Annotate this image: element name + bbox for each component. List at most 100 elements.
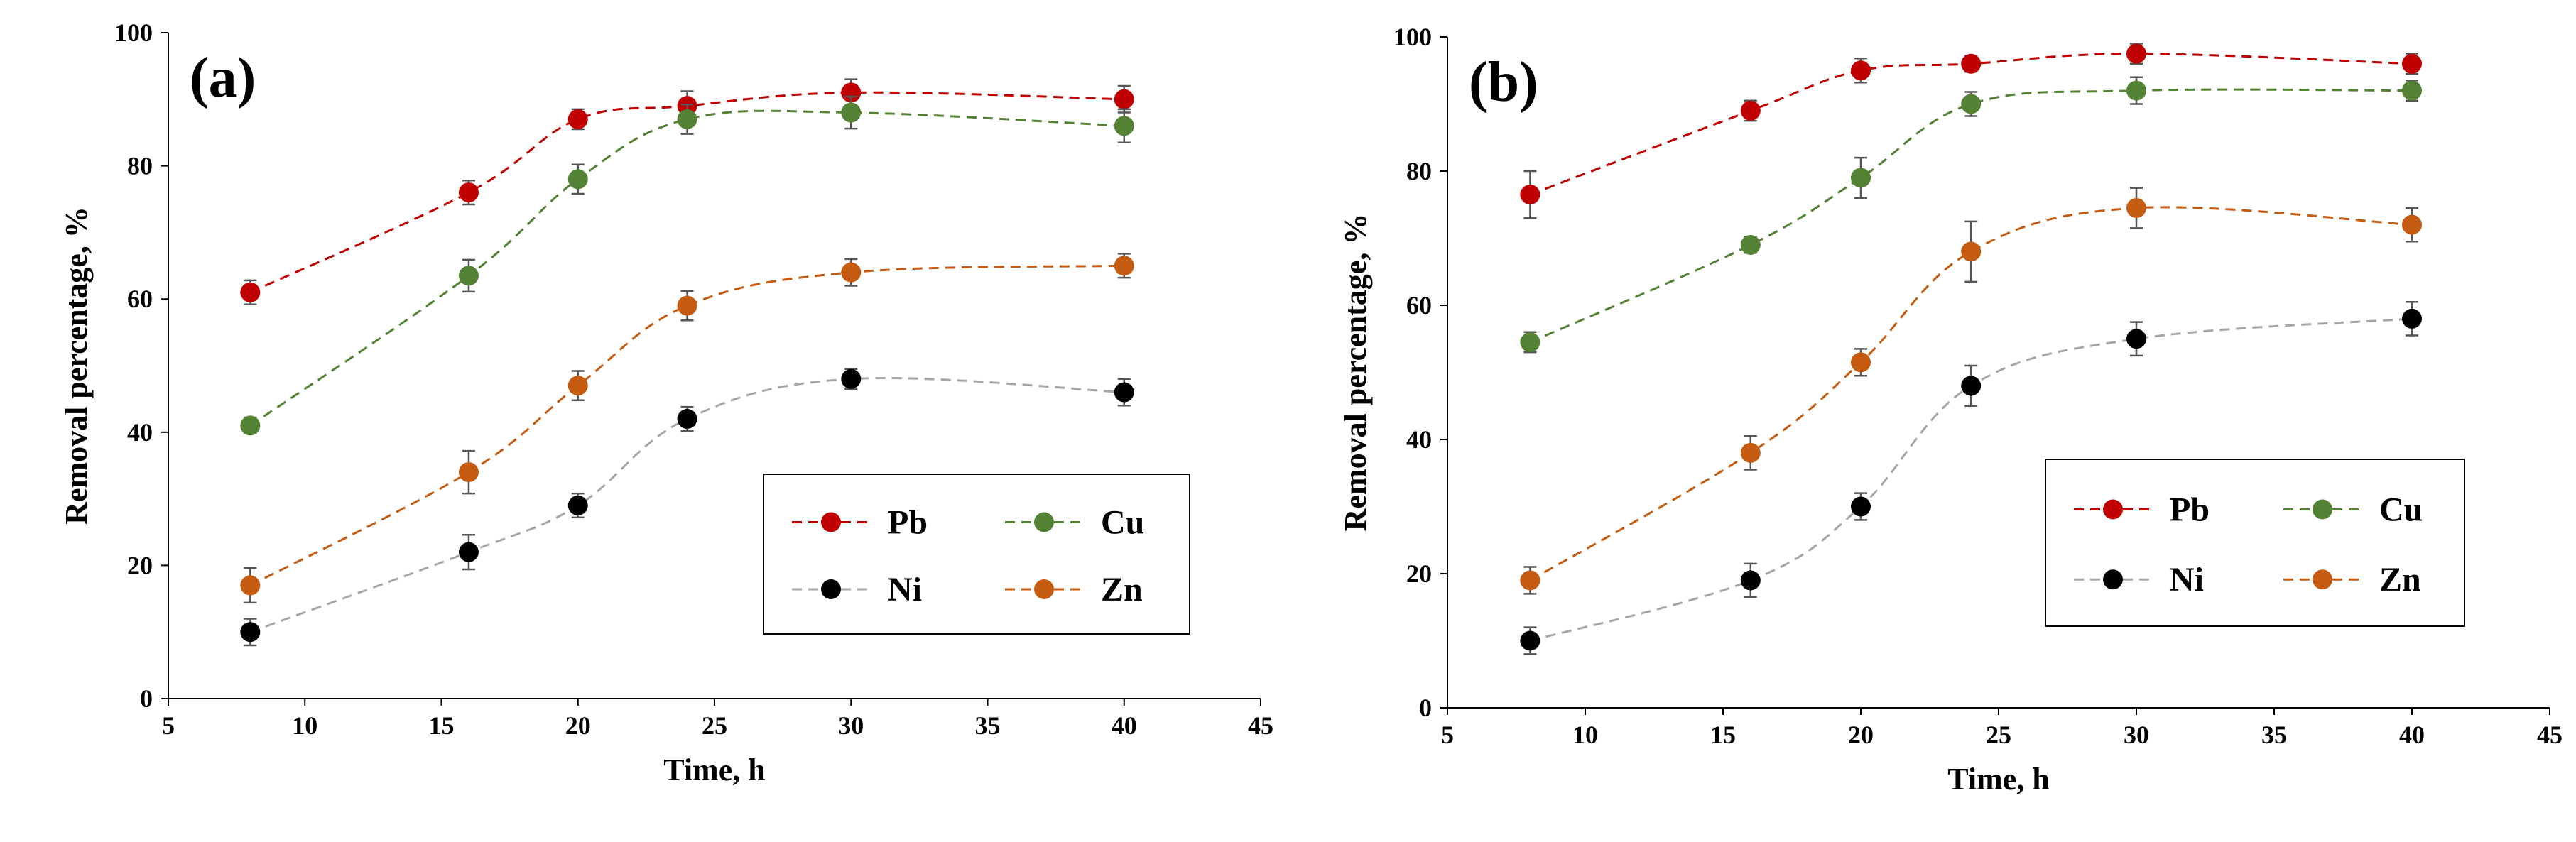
legend-marker-cu <box>1034 512 1054 532</box>
data-point-pb <box>2126 43 2146 64</box>
x-tick-label: 20 <box>1848 721 1874 749</box>
x-tick-label: 45 <box>2537 721 2563 749</box>
x-axis-label: Time, h <box>1947 762 2049 797</box>
x-tick-label: 15 <box>429 711 455 740</box>
data-point-zn <box>240 575 261 596</box>
y-tick-label: 40 <box>127 418 153 447</box>
x-tick-label: 35 <box>2261 721 2287 749</box>
y-tick-label: 100 <box>114 18 153 47</box>
data-point-pb <box>2402 53 2422 74</box>
y-tick-label: 0 <box>140 684 153 713</box>
legend-label-ni: Ni <box>2170 561 2204 598</box>
x-tick-label: 10 <box>1572 721 1598 749</box>
data-point-zn <box>458 462 479 483</box>
data-point-pb <box>841 82 862 103</box>
data-point-cu <box>1961 94 1982 114</box>
data-point-cu <box>240 415 261 436</box>
data-point-cu <box>567 169 588 190</box>
x-tick-label: 20 <box>565 711 591 740</box>
legend-marker-pb <box>2103 499 2123 520</box>
y-tick-label: 80 <box>1406 157 1432 185</box>
x-axis-label: Time, h <box>663 753 765 787</box>
y-tick-label: 100 <box>1393 23 1432 51</box>
series-line-ni <box>1530 317 2413 642</box>
y-tick-label: 60 <box>127 285 153 313</box>
series-line-cu <box>1529 88 2413 344</box>
series-line-cu <box>249 109 1124 427</box>
data-point-cu <box>458 266 479 286</box>
x-tick-label: 10 <box>292 711 317 740</box>
data-point-pb <box>1114 89 1134 109</box>
chart-panel-b: 0 20 40 60 80 100 5 10 15 20 25 30 35 40 45 Time, h Remo… <box>1338 23 2563 797</box>
legend-label-pb: Pb <box>2170 491 2210 529</box>
x-tick-label: 35 <box>975 711 1001 740</box>
x-tick-label: 45 <box>1248 711 1273 740</box>
x-tick-label: 40 <box>2399 721 2425 749</box>
y-tick-label: 80 <box>127 152 153 180</box>
data-point-ni <box>1114 382 1134 403</box>
x-tick-label: 5 <box>162 711 175 740</box>
data-point-ni <box>1520 630 1540 651</box>
data-point-zn <box>567 376 588 396</box>
data-point-pb <box>1851 60 1871 81</box>
data-point-ni <box>458 542 479 562</box>
panel-label: (b) <box>1469 51 1538 114</box>
data-point-zn <box>2126 197 2146 218</box>
legend-marker-cu <box>2313 499 2332 520</box>
data-point-cu <box>841 102 862 123</box>
data-point-ni <box>1740 570 1761 591</box>
legend-label-zn: Zn <box>2379 561 2421 598</box>
legend-marker-ni <box>2103 569 2123 590</box>
data-point-cu <box>1520 332 1540 352</box>
y-tick-label: 40 <box>1406 425 1432 454</box>
data-point-pb <box>458 182 479 203</box>
series-line-zn <box>249 264 1124 586</box>
data-point-cu <box>677 109 697 129</box>
data-point-ni <box>567 495 588 515</box>
legend-label-pb: Pb <box>888 504 928 542</box>
series-line-pb <box>1529 53 2413 196</box>
data-point-zn <box>1740 442 1761 463</box>
y-axis-label: Removal percentage, % <box>1338 214 1373 532</box>
data-point-pb <box>1520 185 1540 205</box>
series-line-zn <box>1529 206 2413 581</box>
data-point-pb <box>1961 53 1982 74</box>
series-line-pb <box>249 91 1124 294</box>
y-tick-label: 20 <box>127 551 153 579</box>
data-point-cu <box>2126 80 2146 101</box>
data-point-ni <box>2402 308 2422 329</box>
legend-label-cu: Cu <box>2379 491 2423 529</box>
x-tick-label: 30 <box>2124 721 2149 749</box>
data-point-zn <box>1961 241 1982 262</box>
data-point-cu <box>1851 168 1871 188</box>
chart-panel-a: 0 20 40 60 80 100 5 10 15 20 25 30 35 40 45 Time, h Remo… <box>59 18 1273 787</box>
data-point-zn <box>677 295 697 316</box>
data-point-zn <box>1114 256 1134 276</box>
x-tick-label: 25 <box>702 711 727 740</box>
y-tick-label: 0 <box>1419 694 1432 722</box>
data-point-cu <box>2402 80 2422 101</box>
data-point-ni <box>841 368 862 389</box>
data-point-pb <box>240 282 261 302</box>
data-point-pb <box>567 109 588 129</box>
y-axis-label: Removal percentage, % <box>59 207 94 525</box>
data-point-zn <box>2402 214 2422 235</box>
data-point-ni <box>240 622 261 643</box>
panel-label: (a) <box>190 47 256 109</box>
legend-label-zn: Zn <box>1101 571 1143 608</box>
data-point-ni <box>1851 496 1871 517</box>
data-point-cu <box>1114 116 1134 136</box>
x-tick-label: 30 <box>838 711 864 740</box>
data-point-ni <box>677 409 697 430</box>
data-point-pb <box>1740 100 1761 121</box>
data-point-zn <box>841 262 862 283</box>
legend-marker-ni <box>821 579 841 599</box>
legend-marker-pb <box>821 512 841 532</box>
legend-box <box>763 474 1190 635</box>
data-point-zn <box>1851 352 1871 373</box>
data-point-ni <box>1961 376 1982 396</box>
data-point-zn <box>1520 570 1540 591</box>
y-tick-label: 20 <box>1406 559 1432 588</box>
data-point-ni <box>2126 329 2146 349</box>
